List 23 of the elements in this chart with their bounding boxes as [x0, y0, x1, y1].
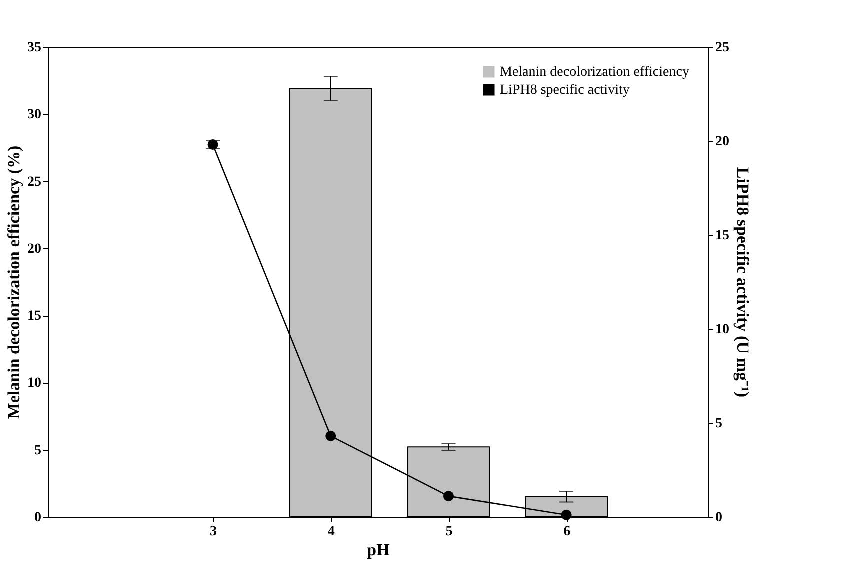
legend-label: Melanin decolorization efficiency	[500, 65, 690, 80]
y-tick-label: 20	[28, 242, 42, 257]
y-tick-label: 0	[34, 510, 42, 526]
legend-label: LiPH8 specific activity	[500, 83, 630, 98]
x-tick-label: 6	[564, 524, 571, 540]
y2-tick-label: 0	[716, 510, 722, 526]
y2-tick-label: 5	[716, 416, 722, 432]
y-tick-label: 30	[28, 108, 42, 123]
y2-axis-title: LiPH8 specific activity (U mg⁻¹)	[734, 167, 752, 398]
y-tick-label: 25	[28, 174, 42, 190]
y-tick-label: 10	[28, 376, 42, 392]
y-axis-title: Melanin decolorization efficiency (%)	[4, 146, 24, 420]
y-tick-label: 35	[28, 40, 42, 56]
x-axis-title: pH	[367, 540, 390, 560]
y2-tick-label: 10	[716, 322, 730, 338]
y-tick-label: 15	[28, 309, 42, 324]
x-tick-label: 4	[328, 524, 335, 540]
y2-tick-label: 25	[716, 40, 730, 56]
x-tick-label: 5	[446, 524, 453, 540]
y2-tick-label: 15	[716, 228, 730, 244]
y2-tick-label: 20	[716, 134, 730, 150]
y-tick-label: 5	[34, 443, 42, 458]
x-tick-label: 3	[210, 524, 217, 540]
